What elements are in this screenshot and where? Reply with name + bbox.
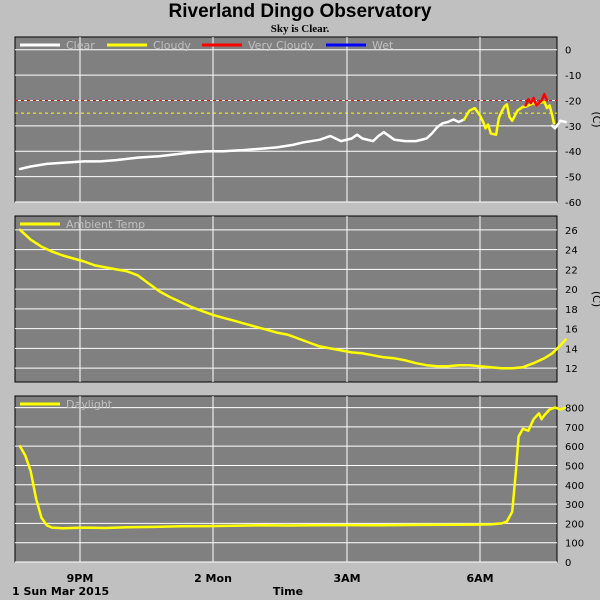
legend-label: Cloudy: [153, 39, 191, 52]
legend-label: Ambient Temp: [66, 218, 145, 231]
plot-area-daylight: [14, 395, 558, 563]
y-axis-label: (C): [590, 111, 600, 127]
panel-sky: [14, 36, 567, 203]
y-tick-label: -40: [565, 147, 581, 158]
series-line-ambient-temp: [18, 228, 567, 370]
y-tick-label: -20: [565, 96, 581, 107]
sky-status: Sky is Clear.: [270, 23, 330, 35]
series-line-clear: [18, 118, 466, 171]
date-label: 1 Sun Mar 2015: [12, 585, 109, 598]
series-line-daylight: [18, 406, 567, 530]
y-tick-label: 0: [565, 46, 571, 57]
page-title: Riverland Dingo Observatory: [168, 1, 432, 22]
y-tick-label: 16: [565, 325, 578, 336]
panel-daylight: [14, 395, 567, 563]
y-tick-label: 300: [565, 500, 584, 511]
y-tick-label: 400: [565, 481, 584, 492]
x-tick-label: 6AM: [466, 572, 493, 585]
y-tick-label: 0: [565, 558, 571, 569]
y-tick-label: 20: [565, 285, 578, 296]
series-line-cloudy: [462, 100, 556, 136]
y-tick-label: -30: [565, 122, 581, 133]
y-tick-label: -60: [565, 198, 581, 209]
panel-ambient: [14, 215, 567, 383]
plot-area-ambient: [14, 215, 558, 383]
y-tick-label: 14: [565, 344, 578, 355]
y-tick-label: 22: [565, 265, 578, 276]
legend-label: Daylight: [66, 398, 113, 411]
y-tick-label: 26: [565, 226, 578, 237]
y-tick-label: 200: [565, 519, 584, 530]
legend-label: Clear: [66, 39, 95, 52]
y-tick-label: -10: [565, 71, 581, 82]
y-tick-label: 100: [565, 539, 584, 550]
plot-area-sky: [14, 36, 558, 203]
y-tick-label: 600: [565, 442, 584, 453]
legend-label: Very Cloudy: [248, 39, 314, 52]
legend-label: Wet: [372, 39, 394, 52]
y-tick-label: 500: [565, 461, 584, 472]
y-axis-label: (C): [590, 291, 600, 307]
x-tick-label: 2 Mon: [194, 572, 232, 585]
x-tick-label: 3AM: [333, 572, 360, 585]
series-line-very-cloudy: [524, 92, 549, 107]
y-tick-label: 800: [565, 404, 584, 415]
y-tick-label: -50: [565, 173, 581, 184]
series-line-clear: [551, 119, 567, 130]
y-tick-label: 18: [565, 305, 578, 316]
y-tick-label: 12: [565, 364, 578, 375]
x-axis-label: Time: [273, 585, 303, 598]
y-tick-label: 24: [565, 246, 578, 257]
x-tick-label: 9PM: [67, 572, 94, 585]
y-tick-label: 700: [565, 423, 584, 434]
